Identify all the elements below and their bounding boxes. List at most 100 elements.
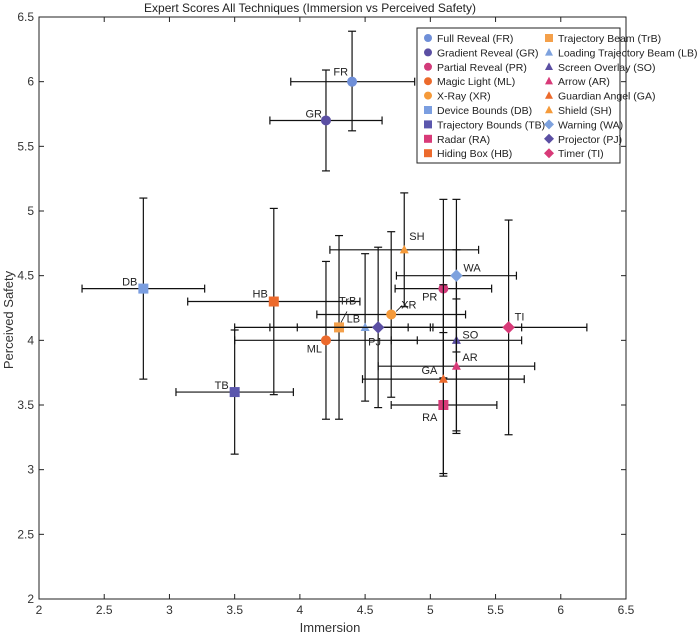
legend-label: Warning (WA) [558, 119, 623, 131]
legend-item: Hiding Box (HB) [424, 148, 512, 160]
legend-label: Trajectory Bounds (TB) [437, 119, 545, 131]
y-tick-label: 5 [27, 204, 34, 218]
series-ga: GA [361, 284, 525, 475]
legend-marker [545, 48, 553, 56]
series-xr: XR [316, 231, 467, 398]
x-tick-label: 3 [166, 603, 173, 617]
legend-marker [424, 34, 432, 42]
trb-leader-line [340, 311, 348, 323]
data-point-wa [450, 269, 463, 282]
y-axis-label: Perceived Safety [1, 270, 16, 369]
data-point-fr [347, 76, 358, 87]
point-label: LB [347, 313, 360, 325]
point-label: ML [307, 343, 322, 355]
legend-marker [544, 148, 554, 159]
legend-item: Screen Overlay (SO) [545, 62, 655, 74]
legend-marker [424, 48, 432, 57]
legend-label: X-Ray (XR) [437, 91, 491, 103]
y-tick-label: 6 [27, 75, 34, 89]
legend-label: Loading Trajectory Beam (LB) [558, 47, 697, 59]
point-label: SH [409, 231, 424, 243]
point-label: PJ [368, 336, 381, 348]
legend-marker [424, 62, 432, 71]
legend-item: Shield (SH) [545, 105, 612, 117]
data-point-ar [451, 361, 461, 370]
legend-item: Device Bounds (DB) [424, 105, 532, 117]
legend-marker [544, 133, 554, 144]
x-tick-label: 2.5 [96, 603, 113, 617]
data-point-ml [320, 335, 331, 346]
axes: 2 2.5 3 3.5 4 4.5 5 5.5 6 6.5 2 2.5 3 3.5 4 4.5 5 5.5 6 6.5 [17, 10, 634, 617]
data-point-ti [502, 321, 515, 334]
legend-marker [424, 91, 432, 100]
legend-label: Partial Reveal (PR) [437, 62, 527, 74]
legend-label: Device Bounds (DB) [437, 105, 532, 117]
xr-leader-line [395, 305, 403, 312]
series-sh: SH [329, 192, 480, 308]
legend-item: Loading Trajectory Beam (LB) [545, 47, 697, 59]
point-label: FR [333, 67, 348, 79]
point-label: TrB [339, 295, 356, 307]
legend-marker [424, 77, 432, 86]
x-tick-label: 5 [427, 603, 434, 617]
legend-item: Trajectory Bounds (TB) [424, 119, 545, 131]
series-fr: FR [290, 30, 416, 132]
legend-label: Full Reveal (FR) [437, 33, 513, 45]
legend-label: Trajectory Beam (TrB) [558, 33, 661, 45]
legend-marker [545, 76, 553, 85]
data-point-gr [320, 115, 331, 126]
y-tick-label: 2 [27, 592, 34, 606]
series-ra: RA [390, 331, 498, 477]
point-label: AR [462, 352, 477, 364]
legend-item: Partial Reveal (PR) [424, 62, 527, 74]
x-axis-label: Immersion [300, 620, 361, 635]
legend-item: Trajectory Beam (TrB) [545, 33, 661, 45]
series-tb: TB [175, 329, 294, 455]
legend-label: Hiding Box (HB) [437, 148, 512, 160]
y-tick-label: 2.5 [17, 527, 34, 541]
x-tick-label: 3.5 [226, 603, 243, 617]
x-tick-label: 4.5 [357, 603, 374, 617]
chart-title: Expert Scores All Techniques (Immersion … [144, 1, 476, 15]
legend-label: Screen Overlay (SO) [558, 62, 655, 74]
y-tick-label: 4.5 [17, 269, 34, 283]
point-label: GR [305, 108, 322, 120]
x-tick-label: 2 [36, 603, 43, 617]
legend-item: Warning (WA) [544, 119, 623, 131]
y-tick-label: 4 [27, 333, 34, 347]
legend-item: X-Ray (XR) [424, 91, 491, 103]
data-point-tb [229, 387, 240, 398]
data-point-sh [399, 244, 409, 254]
point-label: TI [515, 311, 525, 323]
y-tick-label: 5.5 [17, 139, 34, 153]
legend-marker [424, 149, 432, 158]
data-point-hb [268, 296, 279, 307]
legend-marker [545, 62, 553, 70]
legend-label: Projector (PJ) [558, 134, 622, 146]
point-label: SO [462, 329, 478, 341]
series-db: DB [81, 197, 206, 380]
series-gr: GR [269, 69, 383, 172]
legend-label: Arrow (AR) [558, 76, 610, 88]
point-label: DB [122, 277, 137, 289]
y-tick-label: 3 [27, 463, 34, 477]
legend-marker [545, 91, 553, 99]
legend-marker [424, 134, 432, 143]
legend-label: Magic Light (ML) [437, 76, 515, 88]
point-label: HB [253, 289, 268, 301]
legend-marker [424, 120, 432, 129]
legend: Full Reveal (FR) Gradient Reveal (GR) Part… [416, 27, 697, 164]
legend-label: Gradient Reveal (GR) [437, 47, 539, 59]
y-tick-label: 6.5 [17, 10, 34, 24]
data-point-xr [386, 309, 397, 320]
x-tick-label: 6 [557, 603, 564, 617]
point-label: GA [421, 365, 438, 377]
point-label: TB [215, 380, 229, 392]
legend-item: Full Reveal (FR) [424, 33, 513, 45]
data-point-db [138, 283, 149, 294]
legend-label: Timer (TI) [558, 148, 604, 160]
point-label: XR [401, 299, 416, 311]
legend-label: Radar (RA) [437, 134, 490, 146]
legend-marker [545, 105, 553, 114]
